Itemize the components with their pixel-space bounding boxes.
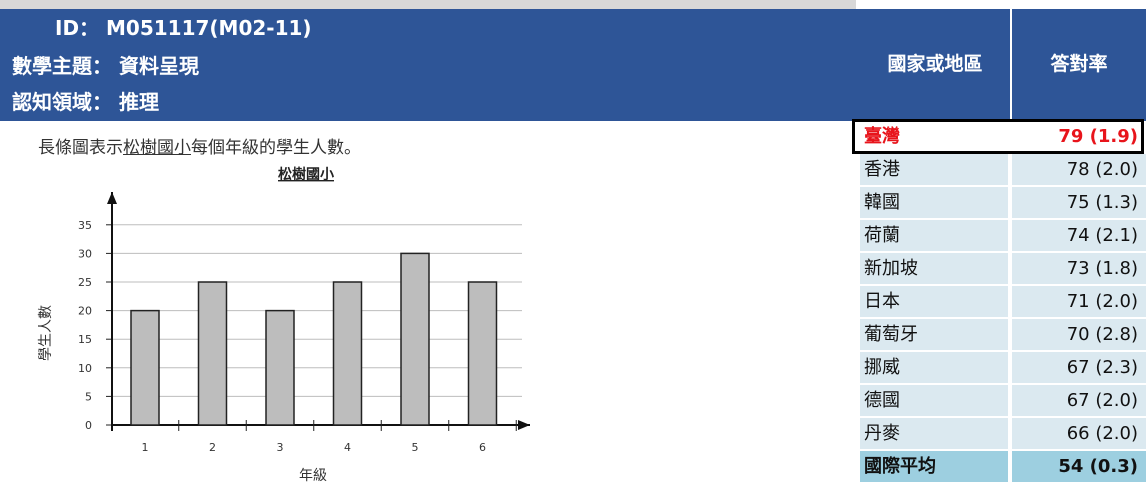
- country-cell: 日本: [860, 286, 1008, 317]
- country-cell: 韓國: [860, 187, 1008, 218]
- country-cell: 臺灣: [860, 121, 1008, 152]
- x-tick-label: 4: [344, 441, 351, 454]
- top-strip: [0, 0, 856, 9]
- domain-line: 認知領域： 推理: [12, 87, 159, 117]
- rate-cell: 75 (1.3): [1012, 187, 1146, 218]
- table-row-average: 國際平均 54 (0.3): [856, 451, 1146, 484]
- rate-cell: 67 (2.0): [1012, 385, 1146, 416]
- rate-cell: 67 (2.3): [1012, 352, 1146, 383]
- table-row: 荷蘭 74 (2.1): [856, 220, 1146, 253]
- table-row: 葡萄牙 70 (2.8): [856, 319, 1146, 352]
- bar: [332, 281, 363, 426]
- rate-cell: 78 (2.0): [1012, 154, 1146, 185]
- y-tick-label: 15: [78, 333, 92, 346]
- chart-title: 松樹國小: [278, 166, 334, 183]
- panel-divider: [850, 121, 856, 504]
- rate-cell: 70 (2.8): [1012, 319, 1146, 350]
- country-cell: 新加坡: [860, 253, 1008, 284]
- rate-cell: 73 (1.8): [1012, 253, 1146, 284]
- id-label: ID：: [55, 16, 100, 40]
- x-tick-label: 3: [277, 441, 284, 454]
- rate-cell: 54 (0.3): [1012, 451, 1146, 482]
- x-tick-label: 2: [209, 441, 216, 454]
- table-row: 新加坡 73 (1.8): [856, 253, 1146, 286]
- table-row: 臺灣 79 (1.9): [856, 121, 1146, 154]
- column-separator: [1010, 9, 1012, 121]
- school-name-underlined: 松樹國小: [123, 138, 191, 158]
- question-text-after: 每個年級的學生人數。: [191, 138, 361, 158]
- country-cell: 荷蘭: [860, 220, 1008, 251]
- bar: [400, 252, 430, 426]
- x-tick-label: 6: [479, 441, 486, 454]
- topic-value: 資料呈現: [118, 54, 199, 78]
- item-id-line: ID： M051117(M02-11): [55, 13, 312, 43]
- bar: [130, 309, 160, 426]
- table-row: 挪威 67 (2.3): [856, 352, 1146, 385]
- y-axis-label: 學生人數: [38, 305, 54, 361]
- domain-value: 推理: [118, 90, 159, 114]
- rate-cell: 66 (2.0): [1012, 418, 1146, 449]
- y-axis-arrow: [107, 192, 117, 204]
- question-text: 長條圖表示松樹國小每個年級的學生人數。: [38, 133, 361, 158]
- country-cell: 挪威: [860, 352, 1008, 383]
- question-area: 長條圖表示松樹國小每個年級的學生人數。 松樹國小 0 5 10 15 20 25 30 35 1 2…: [0, 121, 850, 504]
- table-row: 丹麥 66 (2.0): [856, 418, 1146, 451]
- table-row: 德國 67 (2.0): [856, 385, 1146, 418]
- x-axis-label: 年級: [299, 468, 327, 484]
- question-text-before: 長條圖表示: [38, 138, 123, 158]
- rate-cell: 79 (1.9): [1012, 121, 1146, 152]
- rate-cell: 71 (2.0): [1012, 286, 1146, 317]
- y-tick-label: 10: [78, 362, 92, 375]
- bar: [265, 309, 295, 426]
- rate-cell: 74 (2.1): [1012, 220, 1146, 251]
- country-cell: 葡萄牙: [860, 319, 1008, 350]
- table-row: 日本 71 (2.0): [856, 286, 1146, 319]
- country-cell: 德國: [860, 385, 1008, 416]
- table-row: 韓國 75 (1.3): [856, 187, 1146, 220]
- x-axis-arrow: [518, 420, 530, 430]
- bar-chart: 松樹國小 0 5 10 15 20 25 30 35 1 2 3 4 5 6 年級 學生人數: [38, 166, 530, 484]
- y-tick-label: 30: [78, 247, 92, 260]
- y-tick-label: 35: [78, 219, 92, 232]
- results-table: 臺灣 79 (1.9) 香港 78 (2.0) 韓國 75 (1.3) 荷蘭 74 (2.1)…: [856, 121, 1146, 484]
- y-tick-label: 25: [78, 276, 92, 289]
- table-row: 香港 78 (2.0): [856, 154, 1146, 187]
- country-cell: 丹麥: [860, 418, 1008, 449]
- y-tick-label: 5: [85, 390, 92, 403]
- topic-line: 數學主題： 資料呈現: [12, 51, 199, 81]
- country-cell: 香港: [860, 154, 1008, 185]
- y-tick-label: 0: [85, 419, 92, 432]
- id-value: M051117(M02-11): [106, 16, 312, 40]
- y-tick-label: 20: [78, 305, 92, 318]
- column-header-country: 國家或地區: [887, 53, 983, 75]
- country-cell: 國際平均: [860, 451, 1008, 482]
- bar: [467, 281, 498, 426]
- column-header-rate: 答對率: [1050, 53, 1108, 75]
- table-header: 國家或地區 答對率: [856, 9, 1146, 121]
- bar: [197, 281, 228, 426]
- x-tick-label: 1: [142, 441, 149, 454]
- topic-label: 數學主題：: [12, 54, 112, 78]
- item-header: ID： M051117(M02-11) 數學主題： 資料呈現 認知領域： 推理: [0, 9, 856, 121]
- domain-label: 認知領域：: [12, 90, 112, 114]
- x-tick-label: 5: [412, 441, 419, 454]
